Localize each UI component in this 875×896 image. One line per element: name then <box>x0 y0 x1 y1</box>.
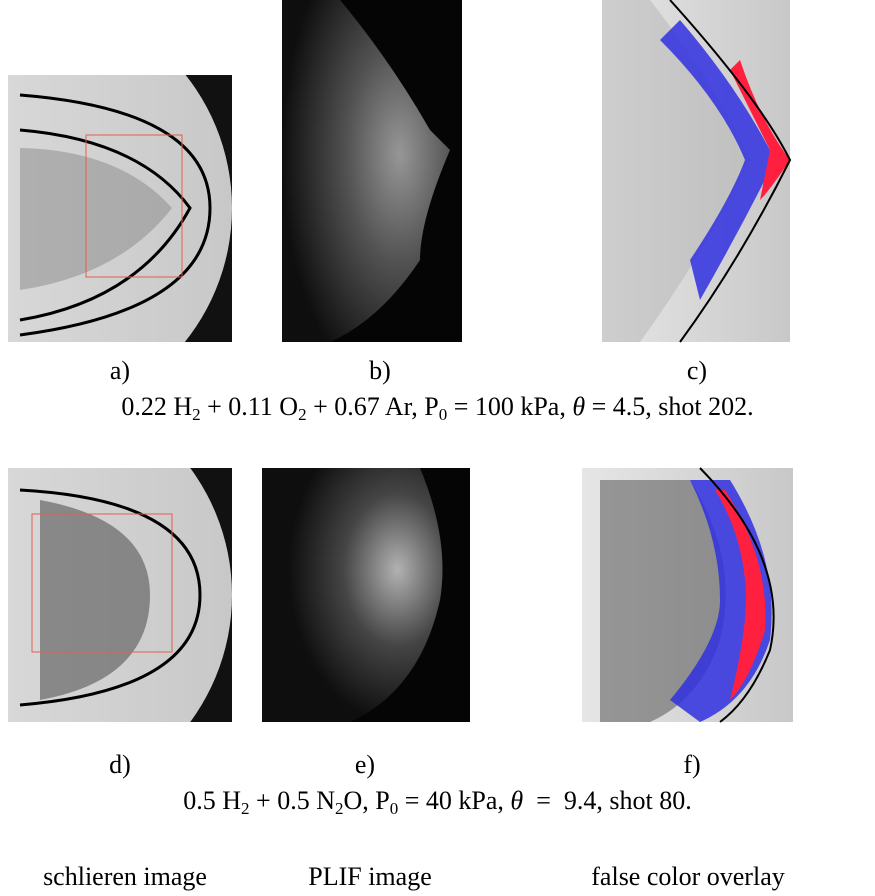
caption-part: 2 <box>241 799 250 818</box>
caption-part: + 0.67 Ar, P <box>307 392 439 421</box>
figure: a) b) c) 0.22 H2 + 0.11 O2 + 0.67 Ar, P0… <box>0 0 875 896</box>
caption: 0.22 H2 + 0.11 O2 + 0.67 Ar, P0 = 100 kP… <box>0 392 875 422</box>
overlay-image <box>582 468 793 722</box>
caption-part: = 40 kPa, <box>398 786 510 815</box>
overlay-image <box>602 0 790 342</box>
caption-part: 2 <box>335 799 344 818</box>
plif-image <box>282 0 462 342</box>
schlieren-image <box>0 381 232 809</box>
caption-part: 0.5 H <box>183 786 241 815</box>
caption-part: = 9.4, shot 80. <box>523 786 692 815</box>
caption-part: 2 <box>298 405 307 424</box>
caption-part: O, P <box>344 786 390 815</box>
caption: 0.5 H2 + 0.5 N2O, P0 = 40 kPa, θ = 9.4, … <box>0 786 875 816</box>
caption-part: 0.22 H <box>121 392 192 421</box>
caption-part: = 4.5, shot 202. <box>585 392 754 421</box>
panel-label: f) <box>632 750 752 780</box>
column-label: PLIF image <box>240 862 500 892</box>
panel-label: c) <box>637 356 757 386</box>
panel-label: d) <box>60 750 180 780</box>
caption-part: 2 <box>192 405 201 424</box>
caption-part: + 0.5 N <box>250 786 335 815</box>
panel-label: a) <box>60 356 180 386</box>
caption-part: θ <box>510 786 523 815</box>
panel-label: b) <box>320 356 440 386</box>
plif-image <box>262 468 470 722</box>
caption-part: = 100 kPa, <box>447 392 572 421</box>
caption-part: + 0.11 O <box>201 392 298 421</box>
caption-part: 0 <box>390 799 399 818</box>
caption-part: θ <box>572 392 585 421</box>
column-label: false color overlay <box>558 862 818 892</box>
column-label: schlieren image <box>0 862 255 892</box>
panel-label: e) <box>305 750 425 780</box>
caption-part: 0 <box>439 405 448 424</box>
